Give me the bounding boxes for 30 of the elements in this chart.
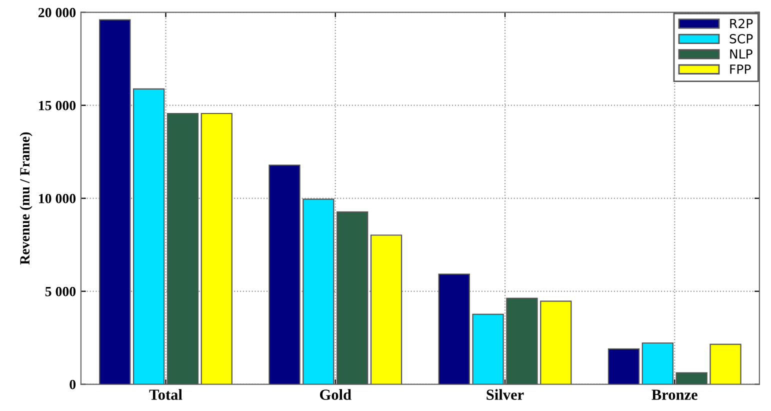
- bar: [608, 348, 640, 384]
- bar: [268, 164, 300, 384]
- bar: [132, 88, 165, 384]
- bar: [540, 300, 572, 384]
- y-tick-label: 20 000: [38, 8, 76, 18]
- bar: [200, 112, 232, 384]
- y-tick-label: 10 000: [39, 194, 76, 204]
- x-tick-label: Total: [149, 389, 182, 400]
- x-tick-label: Gold: [320, 389, 352, 400]
- bar: [642, 342, 674, 384]
- bar: [99, 19, 131, 384]
- bar: [166, 112, 199, 384]
- bar: [472, 314, 504, 384]
- y-axis-title: Revenue (mu / Frame): [20, 132, 32, 265]
- y-tick-label: 5 000: [45, 286, 76, 296]
- y-tick-label: 15 000: [39, 100, 76, 110]
- bar: [506, 298, 538, 384]
- bar: [370, 234, 402, 384]
- bar: [676, 372, 708, 384]
- bar: [438, 274, 470, 384]
- legend-label: SCP: [730, 34, 753, 44]
- x-tick-label: Silver: [486, 389, 524, 400]
- legend-label: R2P: [730, 18, 753, 28]
- bar: [336, 211, 368, 384]
- bar: [710, 344, 742, 384]
- y-tick-label: 0: [70, 380, 76, 390]
- legend-label: FPP: [730, 64, 751, 74]
- x-tick-label: Bronze: [652, 390, 698, 400]
- legend-label: NLP: [730, 49, 752, 59]
- bar: [302, 198, 334, 384]
